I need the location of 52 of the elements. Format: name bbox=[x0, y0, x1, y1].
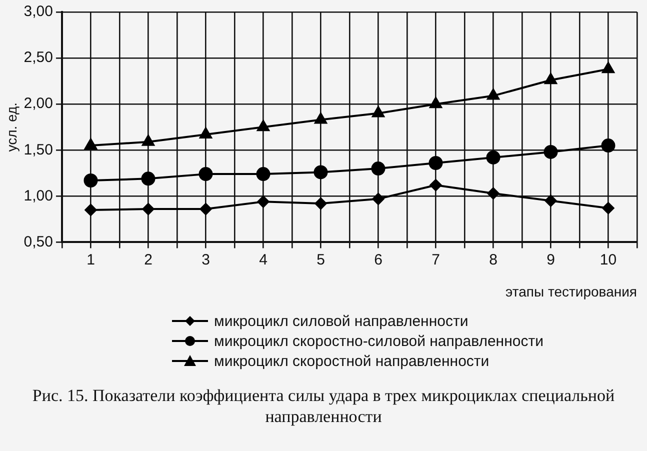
legend-label: микроцикл силовой направленности bbox=[214, 312, 468, 330]
x-tick-label: 1 bbox=[86, 251, 95, 268]
point bbox=[602, 62, 614, 74]
point bbox=[200, 203, 212, 216]
x-tick-label: 3 bbox=[202, 251, 210, 268]
point bbox=[544, 144, 558, 159]
point bbox=[430, 97, 442, 108]
x-tick-label: 7 bbox=[432, 251, 440, 268]
point bbox=[544, 194, 557, 207]
x-tick-label: 6 bbox=[374, 251, 382, 268]
legend-label: микроцикл скоростно-силовой направленности bbox=[214, 332, 544, 350]
x-axis-title: этапы тестирования bbox=[506, 283, 637, 300]
point bbox=[372, 192, 384, 205]
point bbox=[257, 196, 270, 208]
x-tick-label: 5 bbox=[316, 251, 325, 268]
point bbox=[602, 202, 614, 214]
point bbox=[142, 203, 154, 216]
point bbox=[142, 134, 154, 146]
point bbox=[544, 73, 557, 84]
point bbox=[372, 106, 384, 118]
point bbox=[84, 174, 98, 188]
legend-label: микроцикл скоростной направленности bbox=[214, 352, 490, 370]
y-tick-label: 3,00 bbox=[24, 3, 53, 20]
y-tick-label: 1,00 bbox=[24, 187, 53, 204]
point bbox=[371, 162, 386, 176]
point bbox=[487, 187, 500, 200]
y-axis-title: усл. ед. bbox=[3, 102, 20, 152]
point bbox=[314, 165, 328, 180]
point bbox=[487, 88, 500, 100]
point bbox=[141, 172, 156, 186]
point bbox=[314, 198, 327, 210]
point bbox=[84, 138, 97, 150]
point bbox=[486, 150, 500, 164]
y-tick-label: 2,00 bbox=[24, 95, 53, 112]
y-tick-label: 2,50 bbox=[24, 49, 53, 66]
text: Рис. 15. Показатели коэффициента силы удара в трех микроциклах специальной направленности bbox=[31, 385, 616, 427]
point bbox=[198, 167, 213, 182]
point bbox=[601, 138, 616, 153]
x-tick-label: 4 bbox=[259, 251, 268, 268]
x-tick-label: 10 bbox=[600, 251, 617, 268]
point bbox=[84, 204, 97, 216]
point bbox=[256, 167, 270, 182]
point bbox=[314, 112, 327, 124]
point bbox=[257, 120, 270, 132]
point bbox=[428, 156, 443, 170]
y-tick-label: 0,50 bbox=[24, 233, 53, 250]
y-tick-label: 1,50 bbox=[24, 141, 53, 158]
x-tick-label: 2 bbox=[144, 251, 152, 268]
x-tick-label: 8 bbox=[489, 251, 498, 268]
point bbox=[200, 127, 212, 138]
point bbox=[430, 179, 442, 192]
x-tick-label: 9 bbox=[546, 251, 555, 268]
